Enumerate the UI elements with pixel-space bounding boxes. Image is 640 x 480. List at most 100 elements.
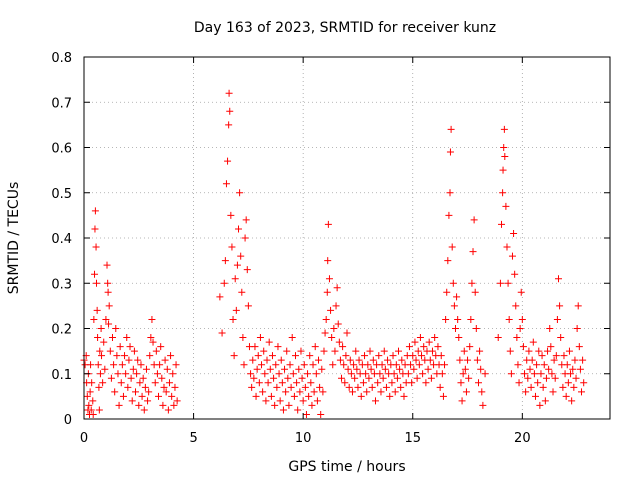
data-point [222, 180, 230, 188]
data-point [460, 347, 468, 355]
data-point [87, 406, 95, 414]
data-point [467, 315, 475, 323]
data-point [117, 379, 125, 387]
data-point [162, 388, 170, 396]
data-point [390, 370, 398, 378]
data-point [165, 379, 173, 387]
data-point [512, 302, 520, 310]
data-point [535, 347, 543, 355]
data-point [232, 306, 240, 314]
data-point [253, 365, 261, 373]
data-point [576, 365, 584, 373]
data-point [304, 370, 312, 378]
data-point [329, 361, 337, 369]
data-point [216, 293, 224, 301]
data-point [341, 379, 349, 387]
data-point [296, 388, 304, 396]
data-point [367, 365, 375, 373]
data-point [221, 257, 229, 265]
data-point [426, 356, 434, 364]
data-point [91, 270, 99, 278]
data-point [254, 352, 262, 360]
data-point [100, 338, 108, 346]
data-point [434, 343, 442, 351]
data-point [274, 343, 282, 351]
data-point [521, 370, 529, 378]
data-point [541, 397, 549, 405]
data-point [157, 343, 165, 351]
data-point [160, 383, 168, 391]
data-point [357, 392, 365, 400]
data-point [300, 361, 308, 369]
data-point [330, 325, 338, 332]
data-point [140, 406, 148, 414]
data-point [99, 379, 107, 387]
data-point [250, 374, 258, 382]
data-point [447, 125, 455, 133]
data-point [306, 352, 314, 360]
data-point [258, 361, 266, 369]
data-point [409, 352, 417, 360]
data-point [376, 370, 384, 378]
data-point [148, 315, 156, 323]
data-point [568, 397, 576, 405]
data-point [124, 383, 132, 391]
data-point [225, 121, 233, 129]
data-point [453, 293, 461, 301]
data-point [255, 379, 263, 387]
data-point [391, 388, 399, 396]
data-point [414, 347, 422, 355]
data-point [431, 334, 439, 342]
data-point [479, 401, 487, 409]
data-point [405, 343, 413, 351]
data-point [321, 329, 329, 337]
data-point [156, 361, 164, 369]
y-tick-label: 0.8 [51, 51, 72, 66]
data-point [533, 361, 541, 369]
data-point [134, 356, 142, 364]
data-point [167, 352, 175, 360]
data-point [404, 370, 412, 378]
data-point [377, 388, 385, 396]
data-point [224, 157, 232, 165]
data-point [556, 302, 564, 310]
data-point [336, 356, 344, 364]
data-point [230, 352, 238, 360]
data-point [550, 356, 558, 364]
data-point [139, 374, 147, 382]
data-point [98, 352, 106, 360]
data-point [132, 388, 140, 396]
data-point [499, 166, 507, 174]
data-point [153, 370, 161, 378]
data-point [547, 343, 555, 351]
data-point [569, 365, 577, 373]
data-point [542, 374, 550, 382]
grid [84, 57, 610, 419]
data-point [519, 343, 527, 351]
data-point [309, 361, 317, 369]
data-point [93, 306, 101, 314]
data-point [572, 374, 580, 382]
data-point [331, 347, 339, 355]
data-point [540, 361, 548, 369]
data-point [476, 347, 484, 355]
data-point [522, 388, 530, 396]
x-tick-label: 15 [404, 431, 421, 446]
data-point [350, 361, 358, 369]
data-point [108, 334, 116, 342]
data-point [564, 379, 572, 387]
data-point [508, 252, 516, 260]
data-point [515, 379, 523, 387]
data-point [504, 279, 512, 287]
data-point [352, 347, 360, 355]
data-point [346, 356, 354, 364]
data-point [442, 315, 450, 323]
data-point [107, 374, 115, 382]
data-point [170, 401, 178, 409]
data-point [151, 379, 159, 387]
data-point [494, 334, 502, 342]
data-point [286, 361, 294, 369]
data-point [288, 334, 296, 342]
data-point [530, 370, 538, 378]
data-point [502, 202, 510, 210]
